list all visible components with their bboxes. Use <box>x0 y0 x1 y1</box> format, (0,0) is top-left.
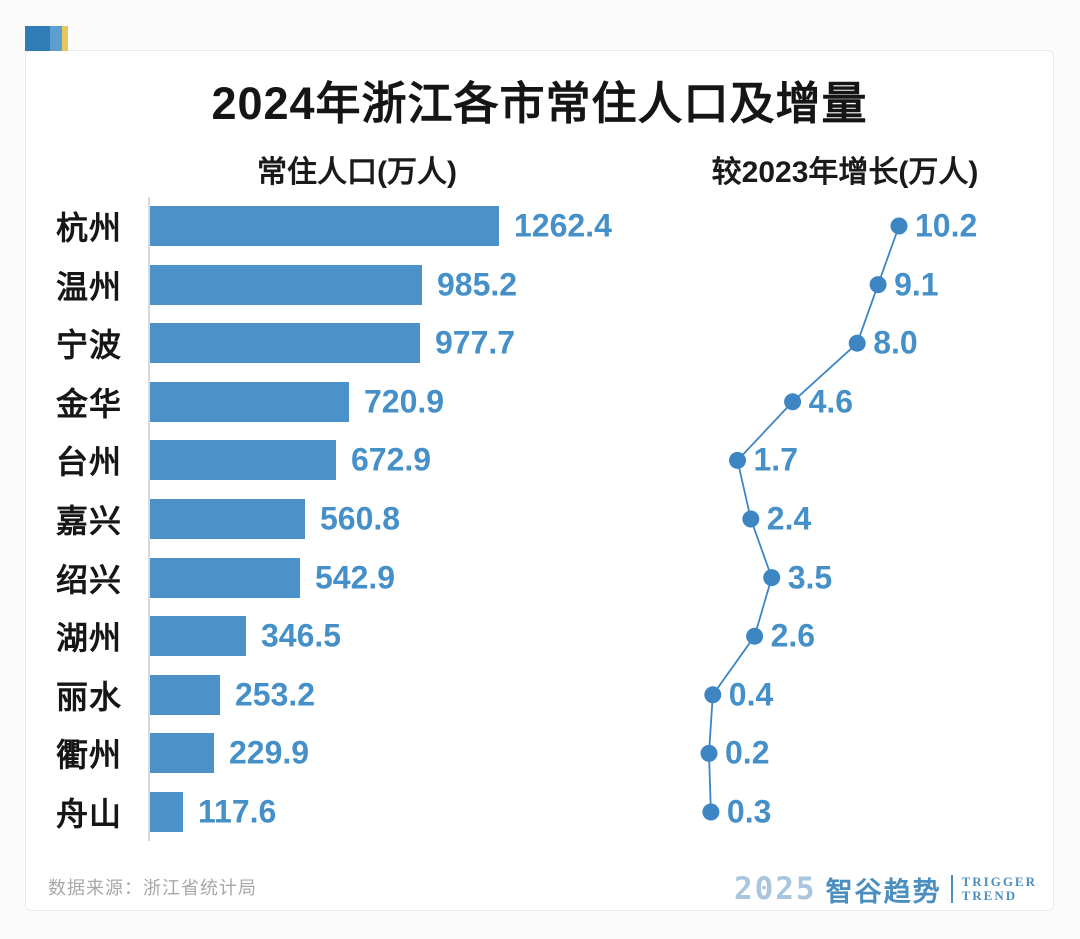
city-label: 嘉兴 <box>55 503 122 539</box>
logo-dark-blue-block <box>25 26 50 51</box>
population-bar <box>150 440 336 481</box>
growth-value-label: 9.1 <box>894 266 939 303</box>
growth-value-label: 0.4 <box>728 676 774 713</box>
population-bar <box>150 499 305 539</box>
brand-tagline: TRIGGER TREND <box>961 873 1037 904</box>
growth-value-label: 4.6 <box>808 383 854 420</box>
growth-value-label: 10.2 <box>915 207 978 244</box>
population-bar <box>150 557 300 598</box>
logo-light-blue-block <box>50 26 62 51</box>
population-bar <box>150 674 220 715</box>
growth-value-label: 8.0 <box>873 324 918 361</box>
population-bar <box>150 616 246 657</box>
population-value-label: 229.9 <box>229 734 310 771</box>
logo-yellow-block <box>62 26 68 51</box>
city-label: 金华 <box>55 385 122 422</box>
city-label: 衢州 <box>55 737 122 774</box>
city-label: 台州 <box>55 444 122 481</box>
growth-value-label: 0.3 <box>726 793 772 830</box>
population-bar <box>150 792 183 832</box>
growth-dot <box>742 510 760 528</box>
city-label: 丽水 <box>55 678 122 715</box>
growth-dot <box>848 334 866 352</box>
growth-value-label: 2.4 <box>766 500 812 537</box>
population-bar <box>150 206 499 246</box>
publisher-logo <box>25 26 68 51</box>
population-value-label: 542.9 <box>315 559 396 596</box>
population-value-label: 117.6 <box>198 793 277 830</box>
brand-divider <box>950 875 953 903</box>
brand-year: 2025 <box>733 871 817 907</box>
city-label: 绍兴 <box>55 561 122 598</box>
population-bar <box>150 381 349 422</box>
population-bar <box>150 323 420 364</box>
growth-dot <box>784 393 802 411</box>
population-bar <box>150 264 422 305</box>
growth-dot <box>729 451 746 469</box>
brand-name: 智谷趋势 <box>825 876 942 907</box>
city-label: 杭州 <box>55 210 122 246</box>
population-value-label: 346.5 <box>261 617 342 654</box>
population-value-label: 672.9 <box>351 441 432 478</box>
growth-dot <box>700 744 718 762</box>
growth-dot <box>763 569 781 587</box>
population-bar <box>150 733 214 774</box>
data-source-note: 数据来源：浙江省统计局 <box>48 878 257 898</box>
growth-value-label: 3.5 <box>787 559 833 596</box>
growth-dot <box>746 627 764 645</box>
city-label: 舟山 <box>55 796 122 832</box>
growth-dot <box>704 686 722 704</box>
population-value-label: 253.2 <box>235 676 316 713</box>
population-value-label: 720.9 <box>364 383 445 420</box>
population-value-label: 977.7 <box>435 324 516 361</box>
brand-tagline-line2: TREND <box>961 888 1018 903</box>
city-label: 宁波 <box>55 327 122 364</box>
brand-tagline-line1: TRIGGER <box>961 873 1037 889</box>
growth-dot <box>890 217 908 235</box>
growth-value-label: 1.7 <box>753 441 798 478</box>
chart-title: 2024年浙江各市常住人口及增量 <box>211 78 868 129</box>
population-value-label: 560.8 <box>320 500 401 537</box>
population-chart-subtitle: 常住人口(万人) <box>257 156 457 189</box>
city-label: 湖州 <box>55 620 122 657</box>
growth-chart-subtitle: 较2023年增长(万人) <box>711 156 979 189</box>
brand-footer: 2025 智谷趋势 TRIGGER TREND <box>734 869 1037 909</box>
city-label: 温州 <box>55 268 122 305</box>
population-value-label: 985.2 <box>437 266 518 303</box>
bar-chart-axis-line <box>148 197 150 841</box>
population-value-label: 1262.4 <box>514 207 612 244</box>
growth-dot <box>869 276 887 294</box>
infographic-card: 2024年浙江各市常住人口及增量 常住人口(万人) 较2023年增长(万人) 杭… <box>25 50 1054 911</box>
growth-line-chart <box>700 217 908 821</box>
growth-value-label: 0.2 <box>725 734 770 771</box>
growth-dot <box>702 803 720 821</box>
growth-value-label: 2.6 <box>770 617 816 654</box>
